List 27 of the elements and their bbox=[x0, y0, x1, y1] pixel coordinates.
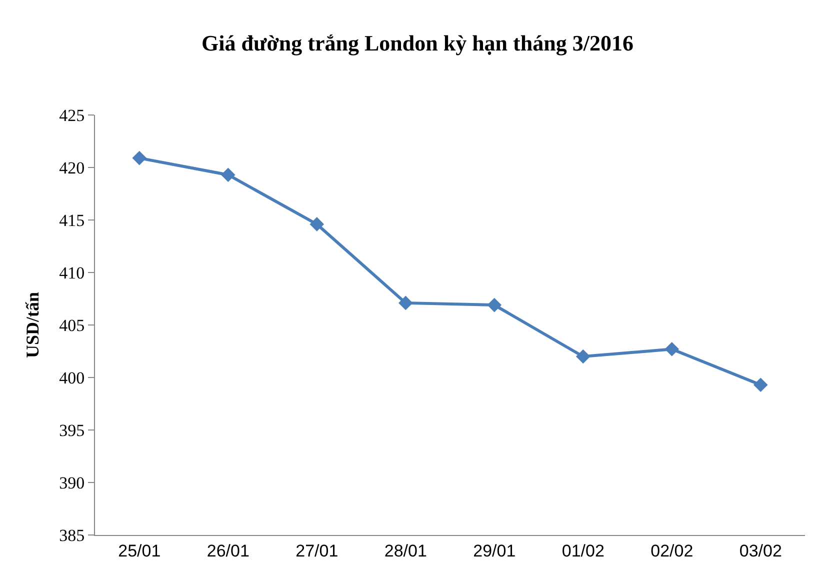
point bbox=[220, 168, 236, 182]
y-tick-label: 420 bbox=[59, 158, 85, 178]
x-tick-label: 01/02 bbox=[562, 541, 604, 560]
y-tick-label: 405 bbox=[59, 316, 85, 335]
x-tick-label: 03/02 bbox=[739, 541, 782, 560]
point bbox=[487, 298, 502, 312]
x-tick-label: 02/02 bbox=[650, 541, 694, 560]
point bbox=[132, 150, 147, 166]
x-tick-label: 29/01 bbox=[473, 541, 516, 560]
point bbox=[753, 378, 768, 392]
y-tick-label: 395 bbox=[59, 420, 85, 440]
x-tick-label: 25/01 bbox=[118, 541, 161, 560]
chart-title: Giá đường trắng London kỳ hạn tháng 3/2016 bbox=[202, 30, 634, 56]
y-tick-label: 415 bbox=[59, 210, 85, 230]
y-tick-label: 410 bbox=[59, 263, 85, 282]
y-axis-title: USD/tấn bbox=[22, 292, 42, 358]
point bbox=[398, 296, 413, 310]
x-tick-label: 27/01 bbox=[296, 541, 338, 560]
point bbox=[310, 217, 324, 232]
y-tick-label: 400 bbox=[59, 368, 85, 388]
y-tick-label: 390 bbox=[59, 473, 85, 492]
point bbox=[576, 349, 590, 364]
point bbox=[664, 342, 680, 356]
y-tick-label: 425 bbox=[59, 106, 85, 125]
y-tick-label: 385 bbox=[59, 526, 85, 545]
x-tick-label: 26/01 bbox=[206, 541, 250, 560]
x-tick-label: 28/01 bbox=[384, 541, 427, 560]
